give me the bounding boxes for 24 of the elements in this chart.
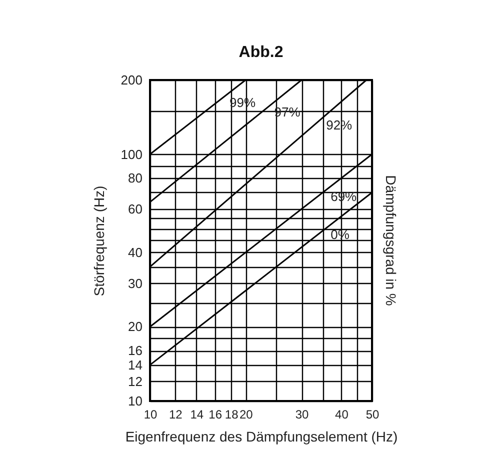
y-tick-label: 80 bbox=[128, 170, 142, 186]
y-tick-label: 14 bbox=[128, 357, 142, 372]
x-tick-label: 20 bbox=[239, 408, 254, 422]
y-axis-title: Störfrequenz (Hz) bbox=[90, 186, 107, 296]
x-tick-label: 40 bbox=[335, 408, 349, 422]
y-tick-label: 60 bbox=[128, 202, 142, 217]
x-tick-label: 50 bbox=[366, 408, 380, 422]
x-tick-label: 12 bbox=[168, 408, 183, 422]
chart-title: Abb.2 bbox=[238, 44, 284, 61]
x-tick-label: 18 bbox=[224, 408, 239, 422]
y-tick-label: 10 bbox=[128, 394, 142, 408]
x-tick-label: 14 bbox=[190, 408, 204, 422]
y-tick-label: 16 bbox=[128, 343, 142, 358]
x-tick-label: 16 bbox=[208, 408, 222, 422]
y-tick-label: 20 bbox=[128, 319, 142, 334]
y-tick-label: 100 bbox=[120, 146, 142, 162]
y-tick-label: 40 bbox=[128, 244, 142, 260]
x-tick-label: 30 bbox=[295, 408, 310, 422]
x-axis-title: Eigenfrequenz des Dämpfungselement (Hz) bbox=[125, 428, 398, 444]
y-tick-label: 200 bbox=[120, 72, 142, 88]
y-tick-label: 30 bbox=[128, 276, 142, 291]
y-tick-label: 12 bbox=[128, 374, 142, 389]
x-tick-label: 10 bbox=[144, 408, 158, 422]
y2-axis-title: Dämpfungsgrad in % bbox=[383, 175, 399, 306]
